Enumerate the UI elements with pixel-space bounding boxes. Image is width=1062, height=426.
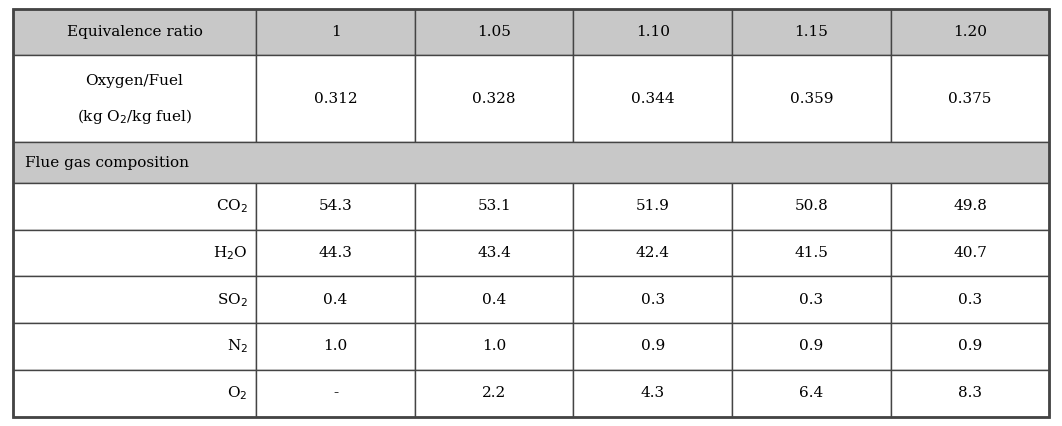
Text: 53.1: 53.1 — [477, 199, 511, 213]
Bar — [732, 276, 891, 323]
Text: 0.3: 0.3 — [640, 293, 665, 307]
Bar — [415, 230, 573, 276]
Text: 1.20: 1.20 — [953, 25, 987, 39]
Text: 44.3: 44.3 — [319, 246, 353, 260]
Bar — [13, 183, 256, 230]
Text: N$_2$: N$_2$ — [226, 338, 247, 355]
Bar — [13, 230, 256, 276]
Text: -: - — [333, 386, 338, 400]
Text: 0.3: 0.3 — [800, 293, 823, 307]
Bar — [732, 370, 891, 417]
Text: Flue gas composition: Flue gas composition — [25, 155, 189, 170]
Text: 1.10: 1.10 — [636, 25, 670, 39]
Bar — [256, 183, 415, 230]
Bar — [732, 183, 891, 230]
Text: 0.359: 0.359 — [790, 92, 833, 106]
Bar — [891, 323, 1049, 370]
Bar — [891, 276, 1049, 323]
Text: Equivalence ratio: Equivalence ratio — [67, 25, 203, 39]
Bar — [891, 183, 1049, 230]
Text: 2.2: 2.2 — [482, 386, 507, 400]
Text: 0.9: 0.9 — [800, 340, 823, 354]
Bar — [13, 142, 1049, 183]
Text: 0.312: 0.312 — [313, 92, 358, 106]
Bar — [891, 230, 1049, 276]
Bar — [256, 323, 415, 370]
Bar — [13, 370, 256, 417]
Text: 51.9: 51.9 — [636, 199, 670, 213]
Bar — [256, 230, 415, 276]
Bar — [891, 55, 1049, 142]
Text: CO$_2$: CO$_2$ — [216, 197, 247, 215]
Bar — [13, 9, 256, 55]
Text: Oxygen/Fuel: Oxygen/Fuel — [86, 75, 184, 88]
Text: 0.344: 0.344 — [631, 92, 674, 106]
Text: 50.8: 50.8 — [794, 199, 828, 213]
Bar — [256, 55, 415, 142]
Bar — [415, 323, 573, 370]
Text: 6.4: 6.4 — [800, 386, 823, 400]
Bar — [256, 370, 415, 417]
Bar — [13, 276, 256, 323]
Bar — [573, 9, 732, 55]
Text: 1.05: 1.05 — [477, 25, 511, 39]
Text: 42.4: 42.4 — [636, 246, 670, 260]
Text: 54.3: 54.3 — [319, 199, 353, 213]
Bar — [13, 55, 256, 142]
Bar — [573, 370, 732, 417]
Bar — [732, 55, 891, 142]
Bar — [415, 183, 573, 230]
Bar — [891, 370, 1049, 417]
Bar — [573, 55, 732, 142]
Text: 0.3: 0.3 — [958, 293, 982, 307]
Text: 1: 1 — [330, 25, 341, 39]
Bar — [573, 183, 732, 230]
Bar — [256, 9, 415, 55]
Text: 0.328: 0.328 — [473, 92, 516, 106]
Text: 8.3: 8.3 — [958, 386, 982, 400]
Text: 0.9: 0.9 — [640, 340, 665, 354]
Text: 0.9: 0.9 — [958, 340, 982, 354]
Bar — [573, 276, 732, 323]
Text: 49.8: 49.8 — [953, 199, 987, 213]
Text: 0.375: 0.375 — [948, 92, 992, 106]
Text: (kg O$_2$/kg fuel): (kg O$_2$/kg fuel) — [78, 107, 192, 126]
Text: 1.0: 1.0 — [482, 340, 507, 354]
Bar — [732, 323, 891, 370]
Bar — [732, 230, 891, 276]
Bar — [415, 276, 573, 323]
Bar — [732, 9, 891, 55]
Text: 1.0: 1.0 — [324, 340, 347, 354]
Bar — [415, 370, 573, 417]
Text: 41.5: 41.5 — [794, 246, 828, 260]
Text: 43.4: 43.4 — [477, 246, 511, 260]
Text: 0.4: 0.4 — [324, 293, 347, 307]
Bar — [256, 276, 415, 323]
Text: O$_2$: O$_2$ — [227, 384, 247, 402]
Text: H$_2$O: H$_2$O — [213, 244, 247, 262]
Text: 0.4: 0.4 — [482, 293, 507, 307]
Text: 1.15: 1.15 — [794, 25, 828, 39]
Bar — [573, 323, 732, 370]
Text: 40.7: 40.7 — [953, 246, 987, 260]
Bar — [891, 9, 1049, 55]
Text: SO$_2$: SO$_2$ — [217, 291, 247, 308]
Bar — [415, 9, 573, 55]
Text: 4.3: 4.3 — [640, 386, 665, 400]
Bar — [13, 323, 256, 370]
Bar — [573, 230, 732, 276]
Bar — [415, 55, 573, 142]
